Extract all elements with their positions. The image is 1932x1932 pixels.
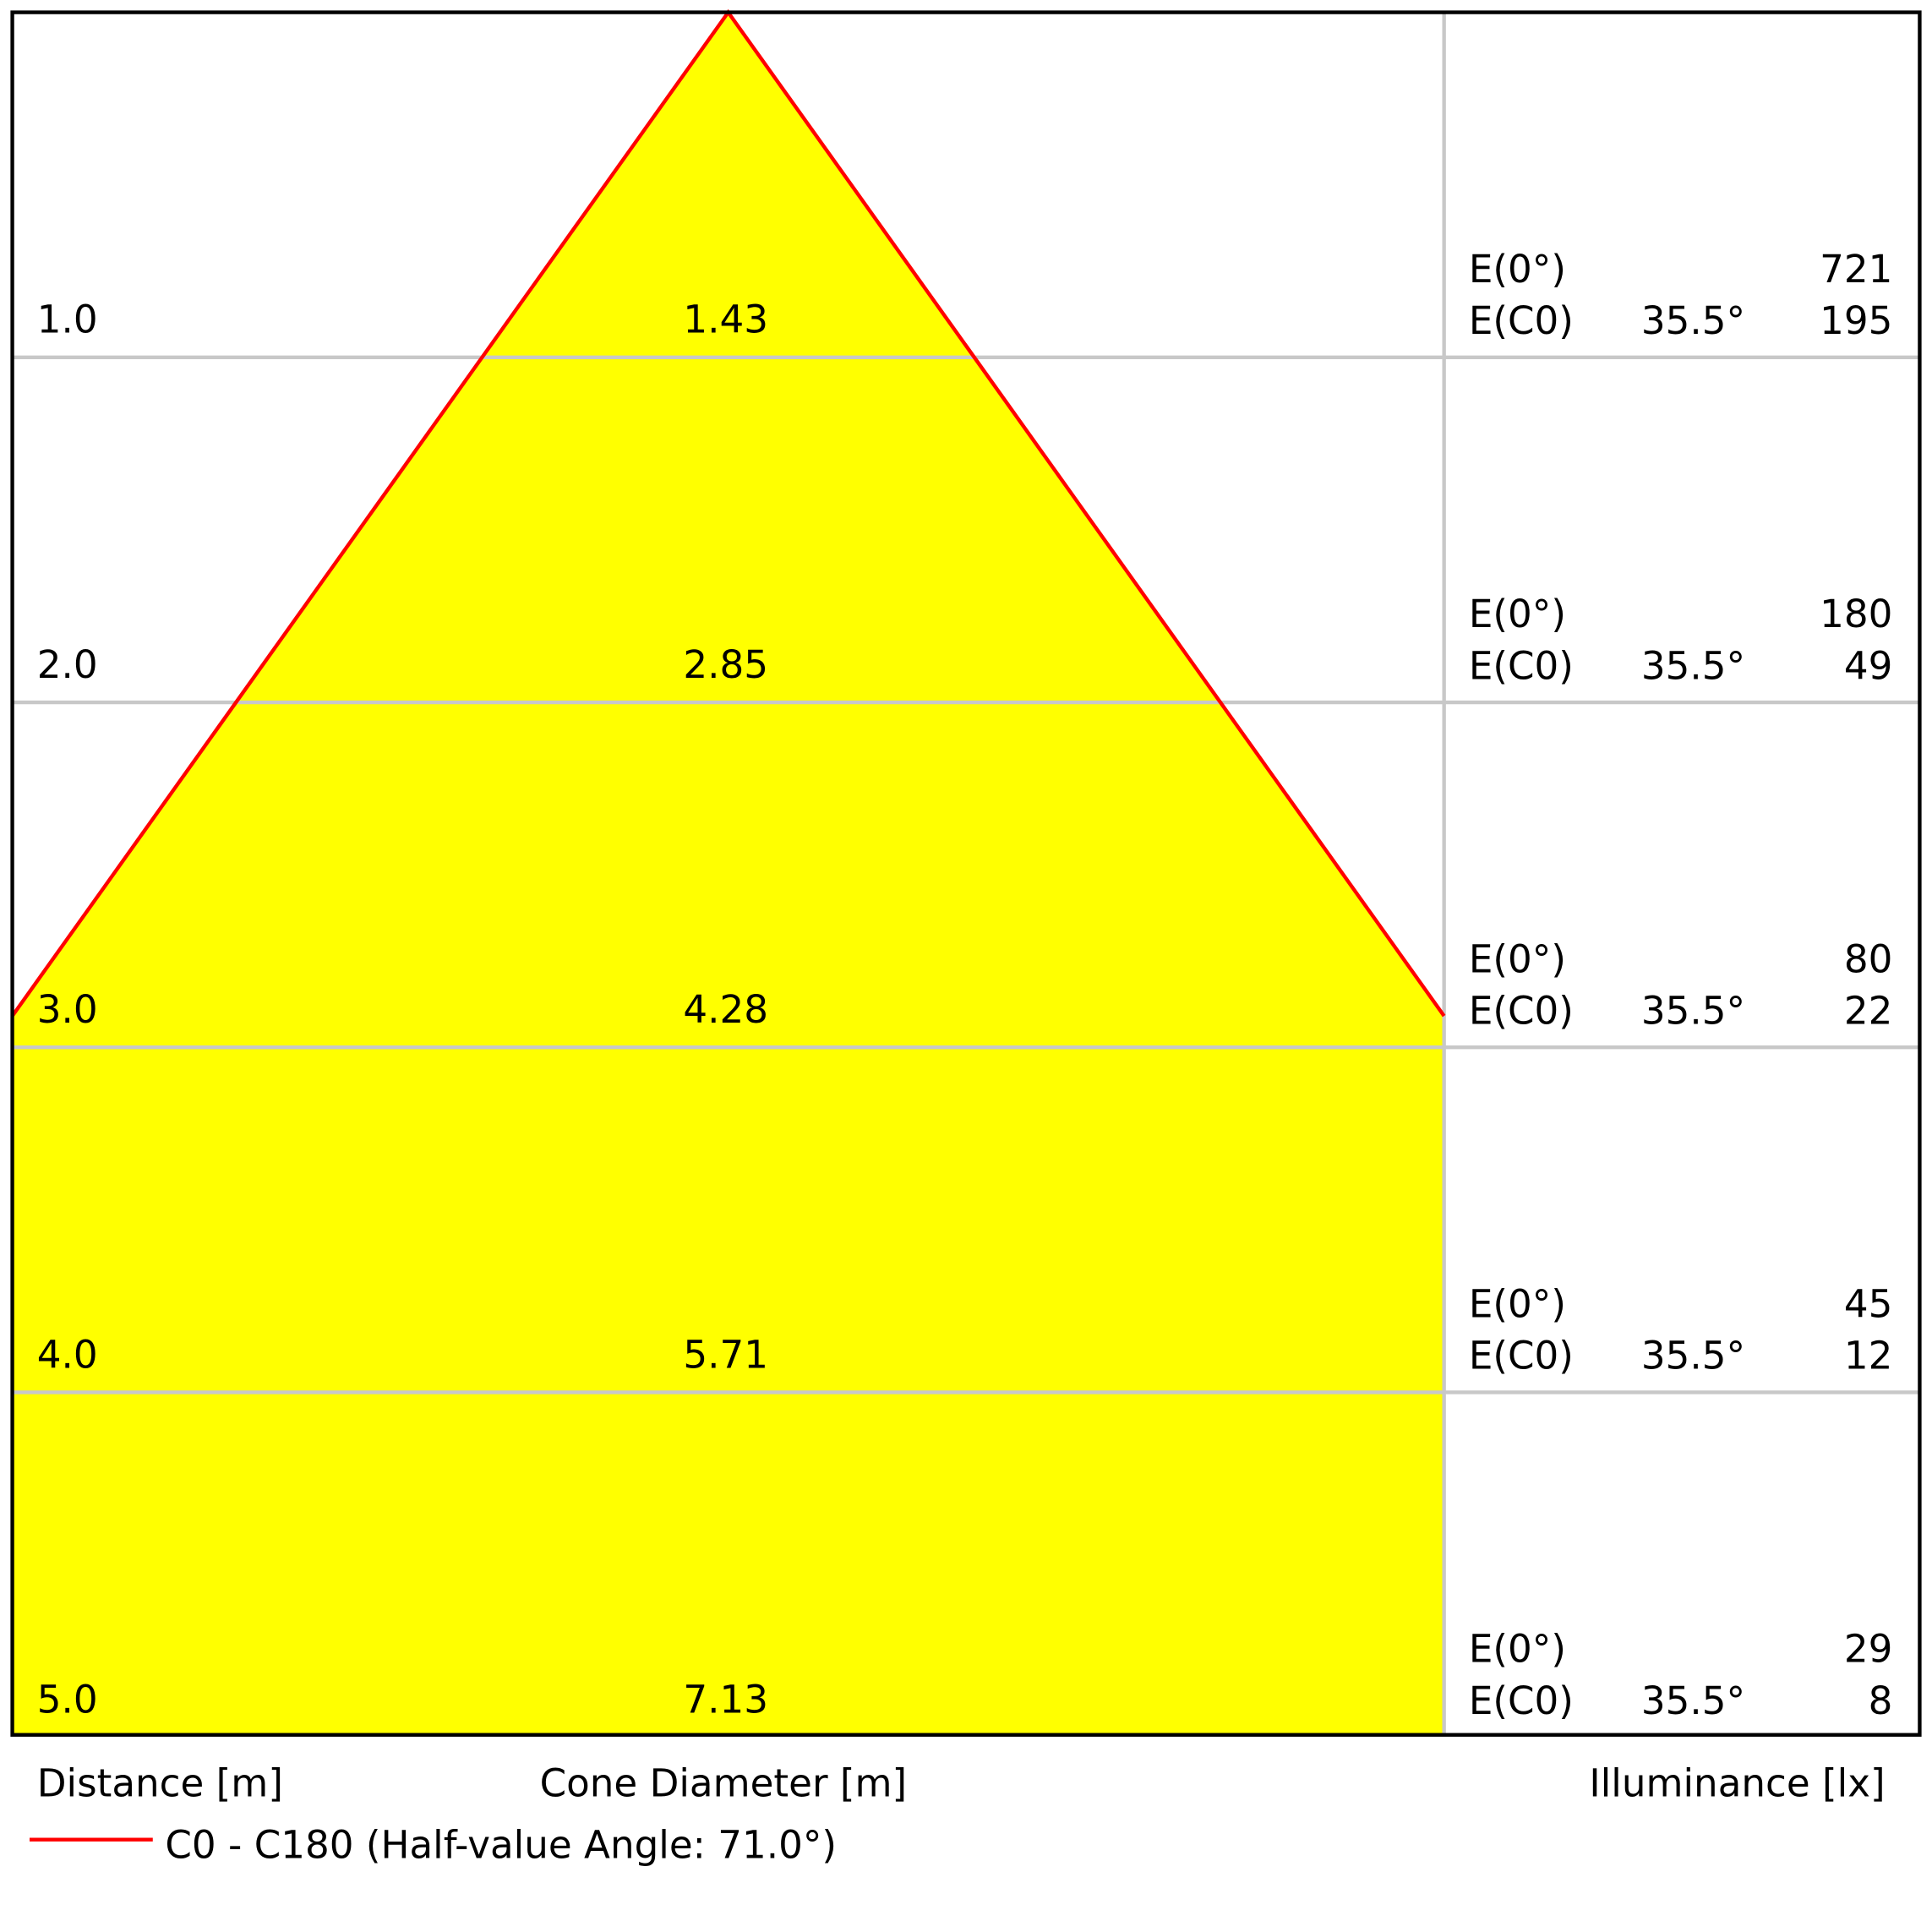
diameter-label: 4.28: [683, 987, 768, 1032]
distance-label: 3.0: [37, 987, 98, 1032]
distance-label: 4.0: [37, 1332, 98, 1377]
ec0-label: E(C0): [1469, 1334, 1574, 1378]
ec0-angle: 35.5°: [1641, 989, 1745, 1034]
distance-label: 5.0: [37, 1677, 98, 1722]
e0-value: 45: [1844, 1282, 1893, 1327]
diameter-label: 1.43: [683, 297, 768, 342]
chart-border: [10, 10, 1922, 1737]
ec0-angle: 35.5°: [1641, 298, 1745, 343]
distance-label: 2.0: [37, 642, 98, 687]
ec0-label: E(C0): [1469, 643, 1574, 688]
e0-label: E(0°): [1469, 592, 1566, 636]
ec0-label: E(C0): [1469, 1678, 1574, 1723]
ec0-label: E(C0): [1469, 298, 1574, 343]
e0-value: 180: [1820, 592, 1892, 636]
ec0-angle: 35.5°: [1641, 1678, 1745, 1723]
cone-fill-area: [12, 12, 1444, 1735]
ec0-label: E(C0): [1469, 989, 1574, 1034]
diameter-label: 5.71: [683, 1332, 768, 1377]
distance-axis-label: Distance [m]: [37, 1761, 283, 1806]
diameter-label: 2.85: [683, 642, 768, 687]
e0-value: 80: [1844, 936, 1893, 981]
e0-label: E(0°): [1469, 1627, 1566, 1672]
ec0-value: 8: [1869, 1678, 1893, 1723]
e0-value: 721: [1820, 247, 1892, 292]
ec0-angle: 35.5°: [1641, 643, 1745, 688]
diameter-axis-label: Cone Diameter [m]: [540, 1761, 908, 1806]
diameter-label: 7.13: [683, 1677, 768, 1722]
distance-label: 1.0: [37, 297, 98, 342]
legend-label: C0 - C180 (Half-value Angle: 71.0°): [165, 1823, 837, 1868]
e0-label: E(0°): [1469, 1282, 1566, 1327]
e0-label: E(0°): [1469, 936, 1566, 981]
e0-label: E(0°): [1469, 247, 1566, 292]
ec0-value: 49: [1844, 643, 1893, 688]
ec0-value: 195: [1820, 298, 1892, 343]
e0-value: 29: [1844, 1627, 1893, 1672]
ec0-value: 22: [1844, 989, 1893, 1034]
ec0-value: 12: [1844, 1334, 1893, 1378]
illuminance-axis-label: Illuminance [lx]: [1589, 1761, 1885, 1806]
ec0-angle: 35.5°: [1641, 1334, 1745, 1378]
grid-lines: [12, 355, 1920, 1394]
